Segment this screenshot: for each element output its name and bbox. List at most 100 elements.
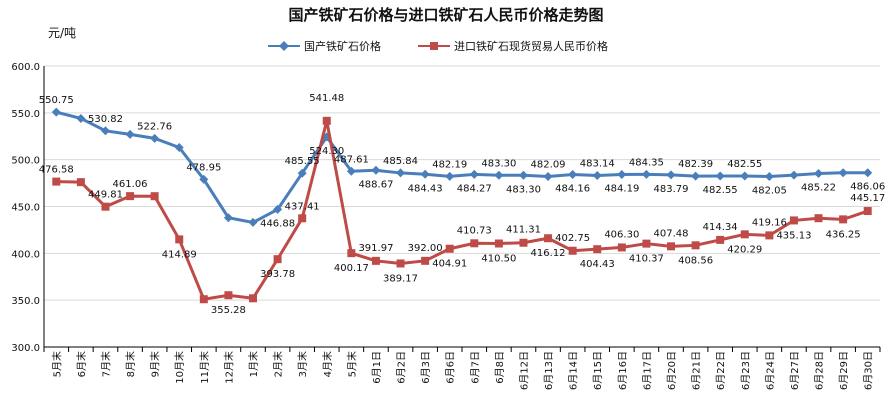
x-tick-label: 6月14日 bbox=[568, 351, 580, 390]
data-point-import bbox=[396, 259, 405, 268]
data-point-import bbox=[494, 239, 503, 248]
data-label-domestic: 485.84 bbox=[383, 156, 418, 167]
data-point-import bbox=[470, 239, 479, 248]
y-tick-label: 450.0 bbox=[11, 203, 40, 214]
gridlines bbox=[44, 65, 880, 348]
data-point-import bbox=[249, 294, 257, 303]
data-point-domestic bbox=[469, 169, 479, 179]
data-label-domestic: 484.43 bbox=[408, 183, 443, 194]
data-point-domestic bbox=[371, 165, 381, 175]
data-point-domestic bbox=[617, 169, 627, 179]
data-point-domestic bbox=[346, 166, 356, 176]
data-label-import: 410.37 bbox=[629, 254, 664, 265]
x-tick-label: 6月20日 bbox=[666, 351, 678, 390]
x-tick-label: 5月末 bbox=[50, 351, 63, 377]
y-tick-label: 600.0 bbox=[11, 62, 40, 73]
data-point-import bbox=[740, 230, 749, 239]
data-label-import: 407.48 bbox=[654, 228, 689, 239]
data-point-import bbox=[347, 249, 356, 258]
data-point-domestic bbox=[666, 170, 676, 180]
data-point-import bbox=[544, 234, 553, 243]
x-tick-label: 6月末 bbox=[75, 351, 88, 377]
data-point-domestic bbox=[396, 168, 406, 178]
data-label-import: 402.75 bbox=[555, 233, 590, 244]
legend-item-domestic: 国产铁矿石价格 bbox=[268, 39, 381, 53]
data-label-import: 393.78 bbox=[260, 269, 295, 280]
y-tick-label: 300.0 bbox=[11, 343, 40, 354]
data-label-domestic: 482.55 bbox=[703, 185, 738, 196]
x-tick-label: 10月末 bbox=[173, 351, 186, 384]
data-point-domestic bbox=[789, 170, 799, 180]
chart-title: 国产铁矿石价格与进口铁矿石人民币价格走势图 bbox=[288, 6, 603, 24]
data-point-import bbox=[445, 244, 454, 253]
data-point-domestic bbox=[125, 129, 135, 139]
data-label-domestic: 524.30 bbox=[309, 146, 344, 157]
data-label-import: 436.25 bbox=[826, 229, 861, 240]
data-label-import: 416.12 bbox=[531, 248, 566, 259]
legend: 国产铁矿石价格 进口铁矿石现货贸易人民币价格 bbox=[268, 39, 608, 53]
data-label-domestic: 478.95 bbox=[186, 162, 221, 173]
data-point-domestic bbox=[568, 170, 578, 180]
data-label-import: 391.97 bbox=[358, 243, 393, 254]
y-tick-label: 550.0 bbox=[11, 109, 40, 120]
data-label-import: 461.06 bbox=[113, 179, 148, 190]
x-tick-label: 6月12日 bbox=[518, 351, 530, 390]
data-point-domestic bbox=[100, 126, 110, 136]
data-point-domestic bbox=[445, 171, 455, 181]
x-tick-label: 6月16日 bbox=[617, 351, 629, 390]
data-point-import bbox=[593, 245, 602, 254]
y-axis-unit-label: 元/吨 bbox=[48, 26, 76, 40]
x-tick-label: 6月30日 bbox=[863, 351, 875, 390]
data-point-import bbox=[617, 243, 626, 252]
data-label-import: 435.13 bbox=[776, 230, 811, 241]
data-label-import: 420.29 bbox=[727, 244, 762, 255]
x-axis: 5月末 6月末 7月末 8月末 9月末 10月末 11月末 12月末 1月末 2月末 3月末 4月末 5… bbox=[43, 346, 881, 390]
data-point-domestic bbox=[199, 174, 209, 184]
data-label-import: 355.28 bbox=[211, 305, 246, 316]
data-point-import bbox=[101, 202, 110, 211]
x-tick-label: 9月末 bbox=[149, 351, 162, 377]
y-tick-label: 350.0 bbox=[11, 296, 40, 307]
data-point-domestic bbox=[76, 113, 86, 123]
data-point-import bbox=[716, 235, 725, 244]
data-point-domestic bbox=[814, 169, 824, 179]
data-point-domestic bbox=[51, 107, 61, 117]
x-tick-label: 6月27日 bbox=[789, 351, 801, 390]
data-point-import bbox=[863, 207, 872, 216]
data-label-domestic: 483.30 bbox=[481, 158, 516, 169]
data-point-import bbox=[150, 192, 159, 201]
data-point-domestic bbox=[543, 171, 553, 181]
x-tick-label: 11月末 bbox=[198, 351, 211, 384]
data-label-import: 400.17 bbox=[334, 263, 369, 274]
data-label-import: 410.50 bbox=[481, 253, 516, 264]
data-label-domestic: 486.06 bbox=[850, 182, 885, 193]
data-label-domestic: 482.55 bbox=[727, 159, 762, 170]
data-label-import: 476.58 bbox=[39, 165, 74, 176]
data-labels-layer: 550.75 530.82 522.76 478.95 446.88 485.55524.… bbox=[39, 93, 885, 316]
data-label-import: 414.34 bbox=[703, 222, 738, 233]
data-point-domestic bbox=[518, 170, 528, 180]
data-point-domestic bbox=[691, 171, 701, 181]
x-tick-label: 6月7日 bbox=[469, 351, 481, 384]
data-point-import bbox=[691, 241, 700, 250]
data-label-domestic: 483.14 bbox=[580, 158, 615, 169]
data-label-domestic: 484.16 bbox=[555, 184, 590, 195]
legend-marker-domestic bbox=[279, 41, 289, 51]
data-label-domestic: 482.19 bbox=[432, 159, 467, 170]
data-point-import bbox=[814, 214, 823, 223]
data-label-domestic: 485.22 bbox=[801, 183, 836, 194]
data-label-import: 408.56 bbox=[678, 255, 713, 266]
data-point-domestic bbox=[174, 142, 184, 152]
legend-marker-import bbox=[430, 42, 438, 50]
data-label-domestic: 482.05 bbox=[752, 185, 787, 196]
series-line-domestic bbox=[55, 110, 868, 224]
data-point-import bbox=[789, 216, 798, 225]
y-axis: 300.0 350.0 400.0 450.0 500.0 550.0 600.0 bbox=[11, 62, 45, 354]
data-point-import bbox=[322, 116, 331, 125]
data-point-domestic bbox=[494, 170, 504, 180]
data-label-import: 541.48 bbox=[309, 93, 344, 104]
data-point-import bbox=[273, 255, 282, 264]
x-tick-label: 12月末 bbox=[222, 351, 235, 384]
x-tick-label: 4月末 bbox=[321, 351, 334, 377]
